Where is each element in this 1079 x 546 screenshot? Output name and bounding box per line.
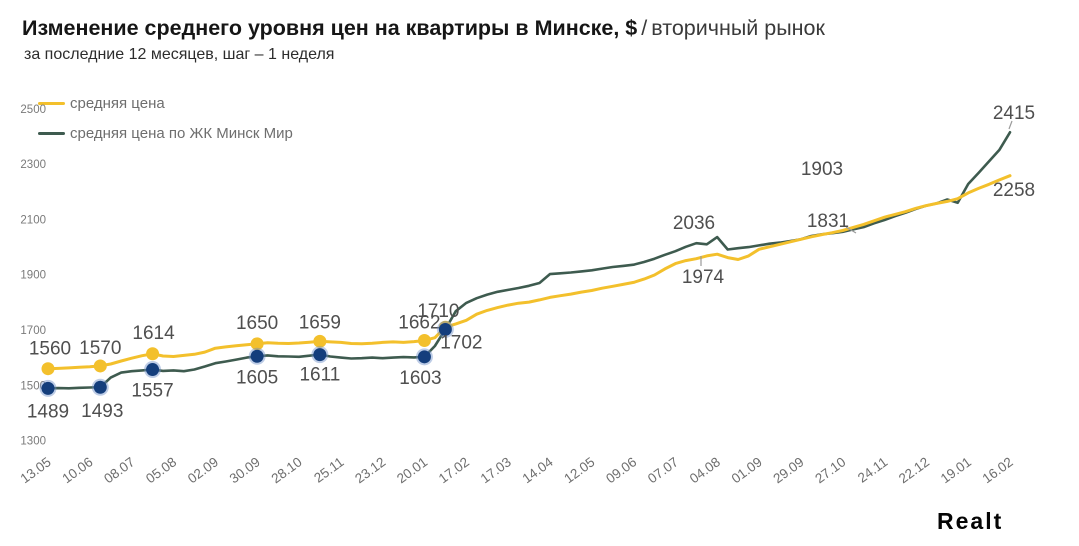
legend-label-minsk-mir-price: средняя цена по ЖК Минск Мир: [70, 124, 293, 142]
data-point-annotation: 2258: [993, 180, 1035, 201]
data-point-label: 1710: [417, 301, 459, 322]
legend: средняя цена средняя цена по ЖК Минск Ми…: [38, 92, 293, 152]
x-axis-tick-label: 13.05: [18, 454, 54, 486]
realt-logo: Realt: [937, 508, 1004, 534]
x-axis-tick-label: 20.01: [394, 454, 430, 486]
data-point-label: 1603: [399, 368, 441, 389]
minsk-mir-point-marker: [438, 322, 452, 336]
chart-subtitle: за последние 12 месяцев, шаг – 1 неделя: [24, 46, 335, 63]
x-axis-tick-label: 19.01: [938, 454, 974, 486]
x-axis-tick-label: 29.09: [770, 454, 806, 486]
avg-price-point-marker: [250, 337, 264, 351]
x-axis-tick-label: 09.06: [603, 454, 639, 486]
x-axis-tick-label: 14.04: [520, 454, 557, 486]
data-point-annotation: 1974: [682, 267, 725, 288]
data-point-label: 1659: [299, 312, 341, 333]
minsk-mir-point-marker: [313, 348, 327, 362]
minsk-mir-point-marker: [250, 349, 264, 363]
minsk-mir-point-marker: [146, 363, 160, 377]
y-axis-tick-label: 1700: [20, 325, 46, 337]
data-point-label: 1605: [236, 367, 278, 388]
y-axis-tick-label: 1300: [20, 436, 46, 448]
minsk-mir-line-swatch: [38, 131, 65, 135]
x-axis-tick-label: 23.12: [352, 454, 388, 486]
data-point-label: 1570: [79, 338, 121, 359]
x-axis-tick-label: 12.05: [561, 454, 597, 486]
x-axis-tick-label: 07.07: [645, 454, 681, 486]
avg-price-point-marker: [417, 334, 431, 348]
avg-price-point-marker: [41, 362, 55, 376]
x-axis-tick-label: 28.10: [269, 454, 305, 486]
x-axis-tick-label: 22.12: [896, 454, 932, 486]
x-axis-tick-label: 24.11: [855, 454, 890, 485]
x-axis-tick-label: 04.08: [687, 454, 723, 486]
annotation-leader-line: [1008, 120, 1013, 130]
x-axis-tick-label: 08.07: [101, 454, 137, 486]
legend-item-minsk-mir-price: средняя цена по ЖК Минск Мир: [38, 122, 293, 144]
y-axis-tick-label: 2100: [20, 214, 46, 226]
y-axis-tick-label: 2500: [20, 104, 46, 116]
minsk-mir-point-marker: [41, 381, 55, 395]
x-axis-tick-label: 30.09: [227, 454, 263, 486]
data-point-label: 1650: [236, 313, 278, 334]
x-axis-tick-label: 17.03: [478, 454, 514, 486]
legend-item-avg-price: средняя цена: [38, 92, 293, 114]
data-point-annotation: 1903: [801, 159, 843, 180]
data-point-annotation: 1831: [807, 211, 849, 232]
data-point-label: 1611: [299, 365, 340, 386]
legend-label-avg-price: средняя цена: [70, 94, 165, 112]
x-axis-tick-label: 27.10: [812, 454, 848, 486]
data-point-label: 1702: [440, 332, 482, 353]
y-axis-tick-label: 1900: [20, 270, 46, 282]
annotation-leader-line: [845, 226, 857, 234]
data-point-label: 1493: [81, 401, 123, 422]
data-point-label: 1614: [132, 323, 175, 344]
y-axis-tick-label: 1500: [20, 380, 46, 392]
x-axis-tick-label: 17.02: [436, 454, 472, 486]
chart-title-suffix: вторичный рынок: [651, 16, 825, 40]
avg-price-point-marker: [93, 359, 107, 373]
avg-price-line: [46, 174, 1012, 371]
x-axis-tick-label: 02.09: [185, 454, 221, 486]
x-axis-tick-label: 01.09: [729, 454, 765, 486]
data-point-label: 1489: [27, 401, 69, 422]
chart-title-separator: /: [641, 16, 648, 40]
avg-price-point-marker: [313, 334, 327, 348]
data-point-label: 1557: [131, 381, 173, 402]
data-point-annotation: 2415: [993, 103, 1035, 124]
minsk-mir-line: [46, 131, 1012, 390]
y-axis-tick-label: 2300: [20, 159, 46, 171]
minsk-mir-point-marker: [93, 380, 107, 394]
avg-price-point-marker: [146, 347, 160, 361]
data-point-label: 1560: [29, 339, 71, 360]
minsk-mir-point-marker: [417, 350, 431, 364]
chart-title: Изменение среднего уровня цен на квартир…: [22, 16, 825, 41]
x-axis-tick-label: 25.11: [311, 454, 346, 485]
chart-title-main: Изменение среднего уровня цен на квартир…: [22, 16, 638, 40]
x-axis-tick-label: 05.08: [143, 454, 179, 486]
x-axis-tick-label: 16.02: [980, 454, 1016, 486]
x-axis-tick-label: 10.06: [59, 454, 95, 486]
data-point-label: 1662: [398, 313, 440, 334]
data-point-annotation: 2036: [673, 213, 715, 234]
avg-price-line-swatch: [38, 101, 65, 105]
